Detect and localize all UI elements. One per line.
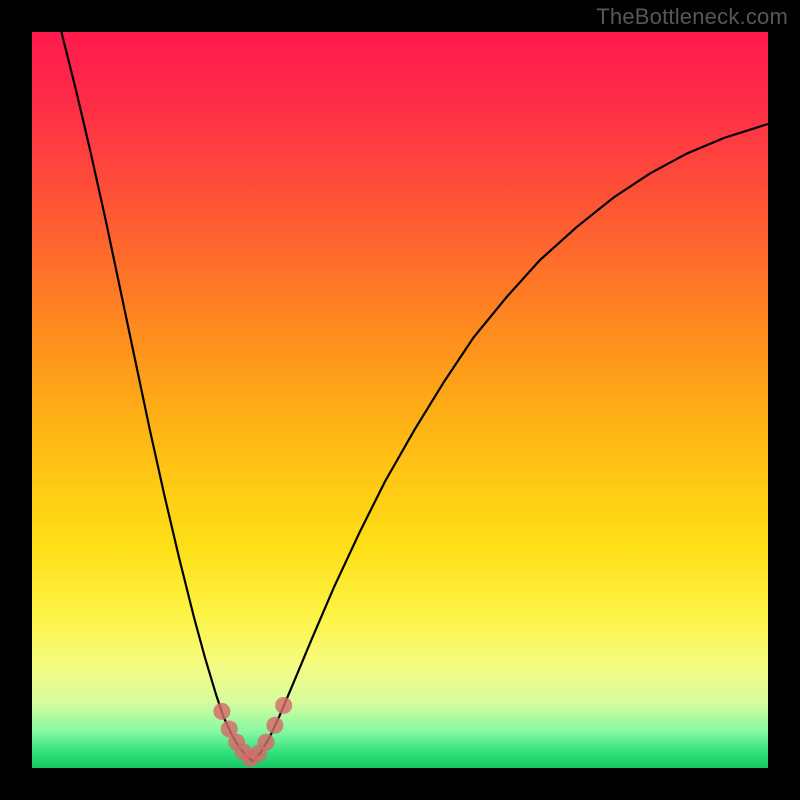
marker-point bbox=[258, 734, 275, 751]
marker-point bbox=[266, 717, 283, 734]
curve-left bbox=[61, 32, 252, 761]
watermark-label: TheBottleneck.com bbox=[596, 4, 788, 30]
plot-svg bbox=[32, 32, 768, 768]
plot-area bbox=[32, 32, 768, 768]
curve-markers bbox=[213, 697, 292, 767]
marker-point bbox=[275, 697, 292, 714]
chart-container: TheBottleneck.com bbox=[0, 0, 800, 800]
curve-right bbox=[253, 124, 768, 761]
marker-point bbox=[213, 703, 230, 720]
